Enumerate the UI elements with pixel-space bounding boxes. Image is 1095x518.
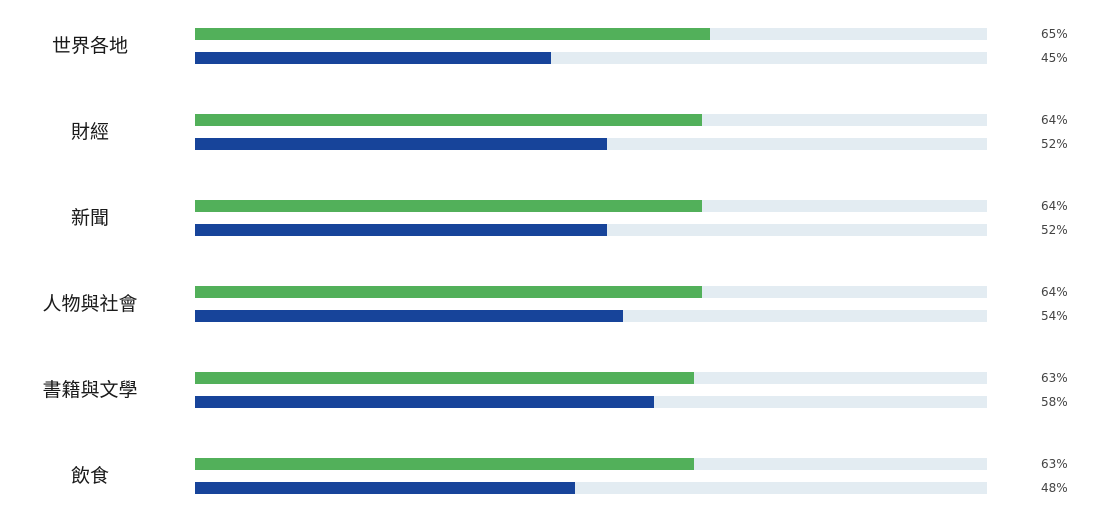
category-label: 飲食 xyxy=(70,465,109,487)
bar-track xyxy=(195,138,987,150)
bar-track xyxy=(195,224,987,236)
bar xyxy=(195,114,702,126)
value-label: 64% xyxy=(1041,113,1068,127)
bar xyxy=(195,310,623,322)
value-label: 63% xyxy=(1041,457,1068,471)
value-label: 65% xyxy=(1041,27,1068,41)
value-label: 45% xyxy=(1041,51,1068,65)
bar-track xyxy=(195,28,987,40)
value-label: 64% xyxy=(1041,199,1068,213)
category-label: 書籍與文學 xyxy=(42,379,138,401)
bar xyxy=(195,396,655,408)
value-label: 52% xyxy=(1041,223,1068,237)
value-label: 54% xyxy=(1041,309,1068,323)
bar-track xyxy=(195,458,987,470)
bar-track xyxy=(195,286,987,298)
bar xyxy=(195,224,607,236)
category-label: 新聞 xyxy=(70,207,109,229)
bar xyxy=(195,458,694,470)
value-label: 58% xyxy=(1041,395,1068,409)
bar-track xyxy=(195,396,987,408)
bar-track xyxy=(195,114,987,126)
category-label: 世界各地 xyxy=(51,35,128,57)
value-label: 63% xyxy=(1041,371,1068,385)
value-label: 52% xyxy=(1041,137,1068,151)
bar-track xyxy=(195,310,987,322)
bar-track xyxy=(195,482,987,494)
bar xyxy=(195,28,710,40)
bar xyxy=(195,200,702,212)
category-label: 人物與社會 xyxy=(42,293,138,315)
bar xyxy=(195,138,607,150)
bar xyxy=(195,286,702,298)
bar-track xyxy=(195,52,987,64)
bar xyxy=(195,52,552,64)
bar-track xyxy=(195,200,987,212)
bar xyxy=(195,482,576,494)
bar xyxy=(195,372,694,384)
category-label: 財經 xyxy=(70,121,109,143)
value-label: 48% xyxy=(1041,481,1068,495)
bar-track xyxy=(195,372,987,384)
value-label: 64% xyxy=(1041,285,1068,299)
